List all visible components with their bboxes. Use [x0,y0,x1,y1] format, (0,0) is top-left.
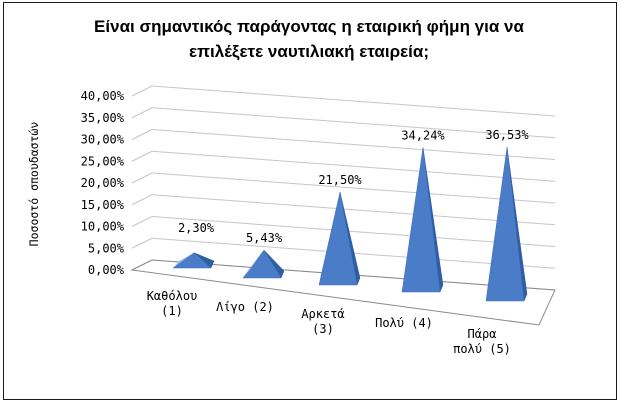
gridline-side [131,150,153,162]
floor-outline [130,259,556,326]
data-label: 2,30% [178,221,215,235]
x-tick-label: Αρκετά (3) [301,307,344,336]
gridline [151,150,556,182]
gridline-side [131,216,153,227]
y-tick-label: 25,00% [81,154,125,168]
bar-front-face [318,191,358,286]
bar-top-face [243,250,264,278]
chart-floor [130,259,556,326]
x-tick-label: Πάρα πολύ (5) [453,327,511,356]
y-tick-label: 15,00% [81,198,125,212]
chart-title-line-2: επιλέξετε ναυτιλιακή εταιρεία; [188,42,430,61]
bar-front-face [401,147,441,293]
data-label: 5,43% [246,231,283,245]
data-label: 36,53% [485,128,529,142]
bar [242,249,285,279]
y-axis-ticks: 0,00% 5,00% 10,00% 15,00% 20,00% 25,00% 30,00%… [81,89,125,277]
y-tick-label: 10,00% [81,220,125,234]
y-tick-label: 20,00% [81,176,125,190]
x-tick-label: Λίγο (2) [216,300,274,314]
gridline-side [131,107,153,119]
y-tick-label: 5,00% [88,241,125,255]
gridline [151,194,556,226]
gridline-side [131,129,153,140]
bar-front-face [485,147,525,302]
gridline-side [131,194,153,206]
gridline [151,172,556,204]
bar [485,147,528,302]
y-tick-label: 40,00% [81,89,125,103]
gridline-side [131,172,153,184]
chart-frame [3,2,617,400]
gridline [151,129,556,160]
bars [172,147,528,302]
bar [172,252,215,269]
data-label: 21,50% [318,173,362,187]
x-axis-ticks: Καθόλου (1) Λίγο (2) Αρκετά (3) Πολύ (4) Πάρα π… [147,289,511,356]
x-tick-label: Καθόλου (1) [147,289,198,318]
gridline-side [131,85,153,97]
bar [401,147,444,293]
x-tick-label: Πολύ (4) [375,316,433,330]
gridline [151,107,556,139]
chart-title: Είναι σημαντικός παράγοντας η εταιρική φ… [0,14,618,64]
bar-top-face [173,252,194,268]
data-labels: 2,30% 5,43% 21,50% 34,24% 36,53% [178,128,530,245]
gridline [151,85,556,117]
chart-title-line-1: Είναι σημαντικός παράγοντας η εταιρική φ… [94,17,524,36]
bar [318,191,361,286]
data-label: 34,24% [401,128,445,142]
gridline-side [131,237,153,249]
y-tick-label: 0,00% [88,263,125,277]
gridline [151,216,556,247]
y-tick-label: 35,00% [81,111,125,125]
y-tick-label: 30,00% [81,133,125,147]
